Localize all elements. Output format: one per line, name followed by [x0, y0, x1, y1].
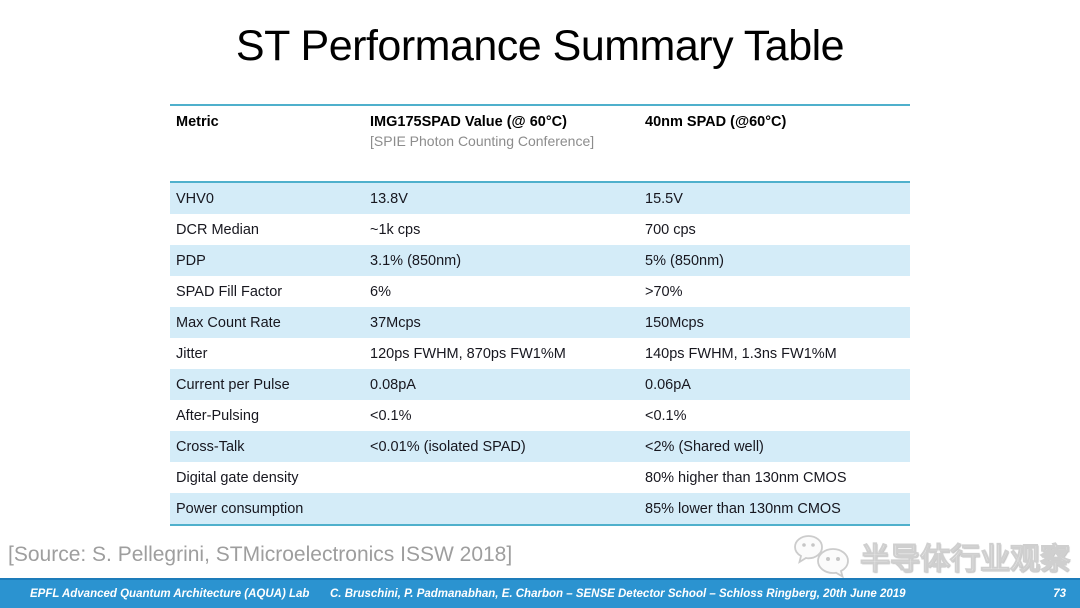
cell-40nm-spad-value: 80% higher than 130nm CMOS: [645, 469, 847, 486]
table-row: VHV0 13.8V 15.5V: [170, 183, 910, 214]
cell-img175spad-value: 13.8V: [370, 190, 408, 207]
watermark: 半导体行业观察: [792, 534, 1071, 578]
cell-40nm-spad-value: 5% (850nm): [645, 252, 724, 269]
footer-bar: EPFL Advanced Quantum Architecture (AQUA…: [0, 578, 1080, 608]
column-header-img175spad: IMG175SPAD Value (@ 60°C) [SPIE Photon C…: [370, 114, 645, 181]
table-row: Power consumption 85% lower than 130nm C…: [170, 493, 910, 524]
cell-img175spad-value: <0.01% (isolated SPAD): [370, 438, 526, 455]
column-header-metric-label: Metric: [176, 114, 219, 130]
cell-40nm-spad-value: 140ps FWHM, 1.3ns FW1%M: [645, 345, 837, 362]
watermark-text: 半导体行业观察: [860, 543, 1071, 577]
table-row: Max Count Rate 37Mcps 150Mcps: [170, 307, 910, 338]
table-row: PDP 3.1% (850nm) 5% (850nm): [170, 245, 910, 276]
table-row: Digital gate density 80% higher than 130…: [170, 462, 910, 493]
cell-metric: Jitter: [176, 345, 208, 362]
table-row: After-Pulsing <0.1% <0.1%: [170, 400, 910, 431]
cell-40nm-spad-value: 150Mcps: [645, 314, 704, 331]
cell-40nm-spad-value: >70%: [645, 283, 683, 300]
footer-lab-name: EPFL Advanced Quantum Architecture (AQUA…: [30, 588, 310, 600]
cell-img175spad-value: 6%: [370, 283, 391, 300]
cell-metric: VHV0: [176, 190, 214, 207]
table-row: Jitter 120ps FWHM, 870ps FW1%M 140ps FWH…: [170, 338, 910, 369]
cell-metric: Power consumption: [176, 500, 304, 517]
table-row: Current per Pulse 0.08pA 0.06pA: [170, 369, 910, 400]
table-header-row: Metric IMG175SPAD Value (@ 60°C) [SPIE P…: [170, 106, 910, 183]
cell-metric: PDP: [176, 252, 206, 269]
cell-metric: Cross-Talk: [176, 438, 245, 455]
wechat-logo-icon: [794, 535, 849, 578]
cell-metric: After-Pulsing: [176, 407, 260, 424]
cell-img175spad-value: <0.1%: [370, 407, 412, 424]
column-header-40nm-spad: 40nm SPAD (@60°C): [645, 114, 910, 181]
cell-img175spad-value: 120ps FWHM, 870ps FW1%M: [370, 345, 566, 362]
cell-metric: DCR Median: [176, 221, 259, 238]
cell-img175spad-value: 0.08pA: [370, 376, 416, 393]
column-header-metric: Metric: [170, 114, 370, 181]
cell-40nm-spad-value: <0.1%: [645, 407, 687, 424]
cell-40nm-spad-value: 0.06pA: [645, 376, 691, 393]
cell-img175spad-value: 37Mcps: [370, 314, 421, 331]
cell-40nm-spad-value: 700 cps: [645, 221, 696, 238]
cell-metric: SPAD Fill Factor: [176, 283, 283, 300]
footer-authors-event: C. Bruschini, P. Padmanabhan, E. Charbon…: [330, 588, 906, 600]
performance-table: Metric IMG175SPAD Value (@ 60°C) [SPIE P…: [170, 104, 910, 526]
column-header-40nm-spad-label: 40nm SPAD (@60°C): [645, 114, 787, 130]
cell-40nm-spad-value: 85% lower than 130nm CMOS: [645, 500, 841, 517]
table-body: VHV0 13.8V 15.5V DCR Median ~1k cps 700 …: [170, 183, 910, 526]
cell-img175spad-value: 3.1% (850nm): [370, 252, 462, 269]
page-title: ST Performance Summary Table: [235, 22, 845, 70]
column-header-img175spad-label: IMG175SPAD Value (@ 60°C): [370, 114, 567, 130]
cell-40nm-spad-value: 15.5V: [645, 190, 683, 207]
source-note: [Source: S. Pellegrini, STMicroelectroni…: [8, 543, 513, 566]
cell-40nm-spad-value: <2% (Shared well): [645, 438, 764, 455]
cell-metric: Digital gate density: [176, 469, 299, 486]
table-row: DCR Median ~1k cps 700 cps: [170, 214, 910, 245]
table-row: Cross-Talk <0.01% (isolated SPAD) <2% (S…: [170, 431, 910, 462]
footer-page-number: 73: [1053, 588, 1066, 600]
cell-metric: Max Count Rate: [176, 314, 281, 331]
cell-img175spad-value: ~1k cps: [370, 221, 421, 238]
cell-metric: Current per Pulse: [176, 376, 290, 393]
table-row: SPAD Fill Factor 6% >70%: [170, 276, 910, 307]
column-header-img175spad-subtext: [SPIE Photon Counting Conference]: [370, 133, 595, 149]
